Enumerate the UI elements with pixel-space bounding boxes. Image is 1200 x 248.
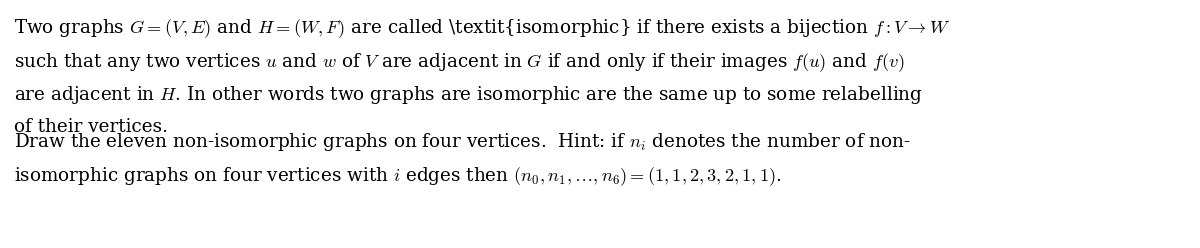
Text: are adjacent in $H$. In other words two graphs are isomorphic are the same up to: are adjacent in $H$. In other words two … bbox=[14, 84, 923, 106]
Text: such that any two vertices $u$ and $w$ of $V$ are adjacent in $G$ if and only if: such that any two vertices $u$ and $w$ o… bbox=[14, 51, 905, 74]
Text: of their vertices.: of their vertices. bbox=[14, 118, 168, 136]
Text: Draw the eleven non-isomorphic graphs on four vertices.  Hint: if $n_i$ denotes : Draw the eleven non-isomorphic graphs on… bbox=[14, 131, 911, 154]
Text: isomorphic graphs on four vertices with $i$ edges then $(n_0, n_1, \ldots, n_6) : isomorphic graphs on four vertices with … bbox=[14, 165, 781, 188]
Text: Two graphs $G = (V, E)$ and $H = (W, F)$ are called \textit{isomorphic} if there: Two graphs $G = (V, E)$ and $H = (W, F)$… bbox=[14, 17, 950, 40]
